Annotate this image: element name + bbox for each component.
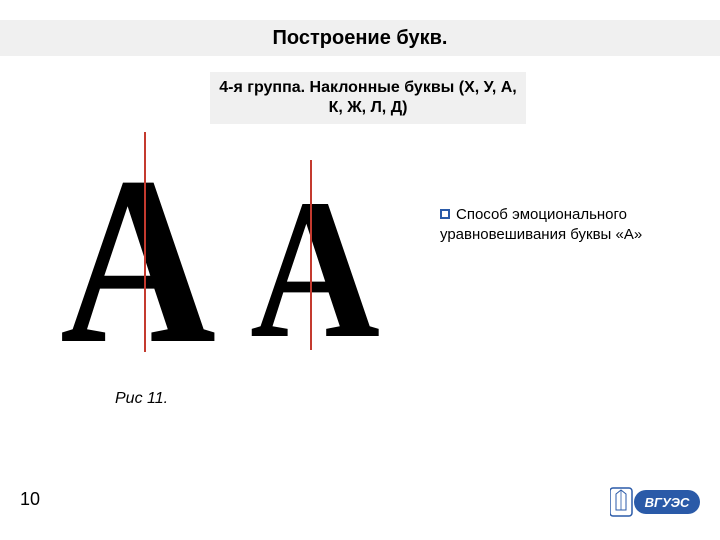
page-title: Построение букв. [273,27,448,49]
page-number: 10 [20,489,40,510]
bullet-text-block: Способ эмоционального уравновешивания бу… [440,205,690,244]
figure-letter-right: А [250,170,380,370]
title-band: Построение букв. [0,20,720,56]
figure-letter-left: А [60,140,216,380]
figure-caption: Рис 11. [115,390,168,408]
figure-area: А А [60,140,400,370]
bullet-text: Способ эмоционального уравновешивания бу… [440,206,642,243]
subtitle-box: 4-я группа. Наклонные буквы (Х, У, А, К,… [210,72,526,124]
axis-line-right [310,160,312,350]
logo-icon: ВГУЭС [610,484,700,520]
logo: ВГУЭС [610,484,700,520]
subtitle-text: 4-я группа. Наклонные буквы (Х, У, А, К,… [219,79,516,116]
logo-text: ВГУЭС [645,495,690,510]
bullet-marker-icon [440,209,450,219]
axis-line-left [144,132,146,352]
